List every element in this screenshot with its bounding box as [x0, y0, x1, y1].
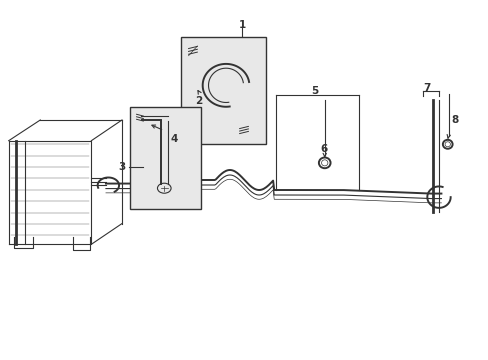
Text: 7: 7	[422, 83, 429, 93]
Text: 3: 3	[118, 162, 125, 172]
Text: 2: 2	[194, 96, 202, 107]
Bar	[181, 37, 266, 144]
Text: 5: 5	[311, 86, 318, 96]
Text: 1: 1	[238, 19, 245, 30]
Text: 6: 6	[320, 144, 326, 154]
Bar	[130, 107, 201, 208]
Text: 8: 8	[450, 115, 457, 125]
Text: 4: 4	[170, 134, 177, 144]
